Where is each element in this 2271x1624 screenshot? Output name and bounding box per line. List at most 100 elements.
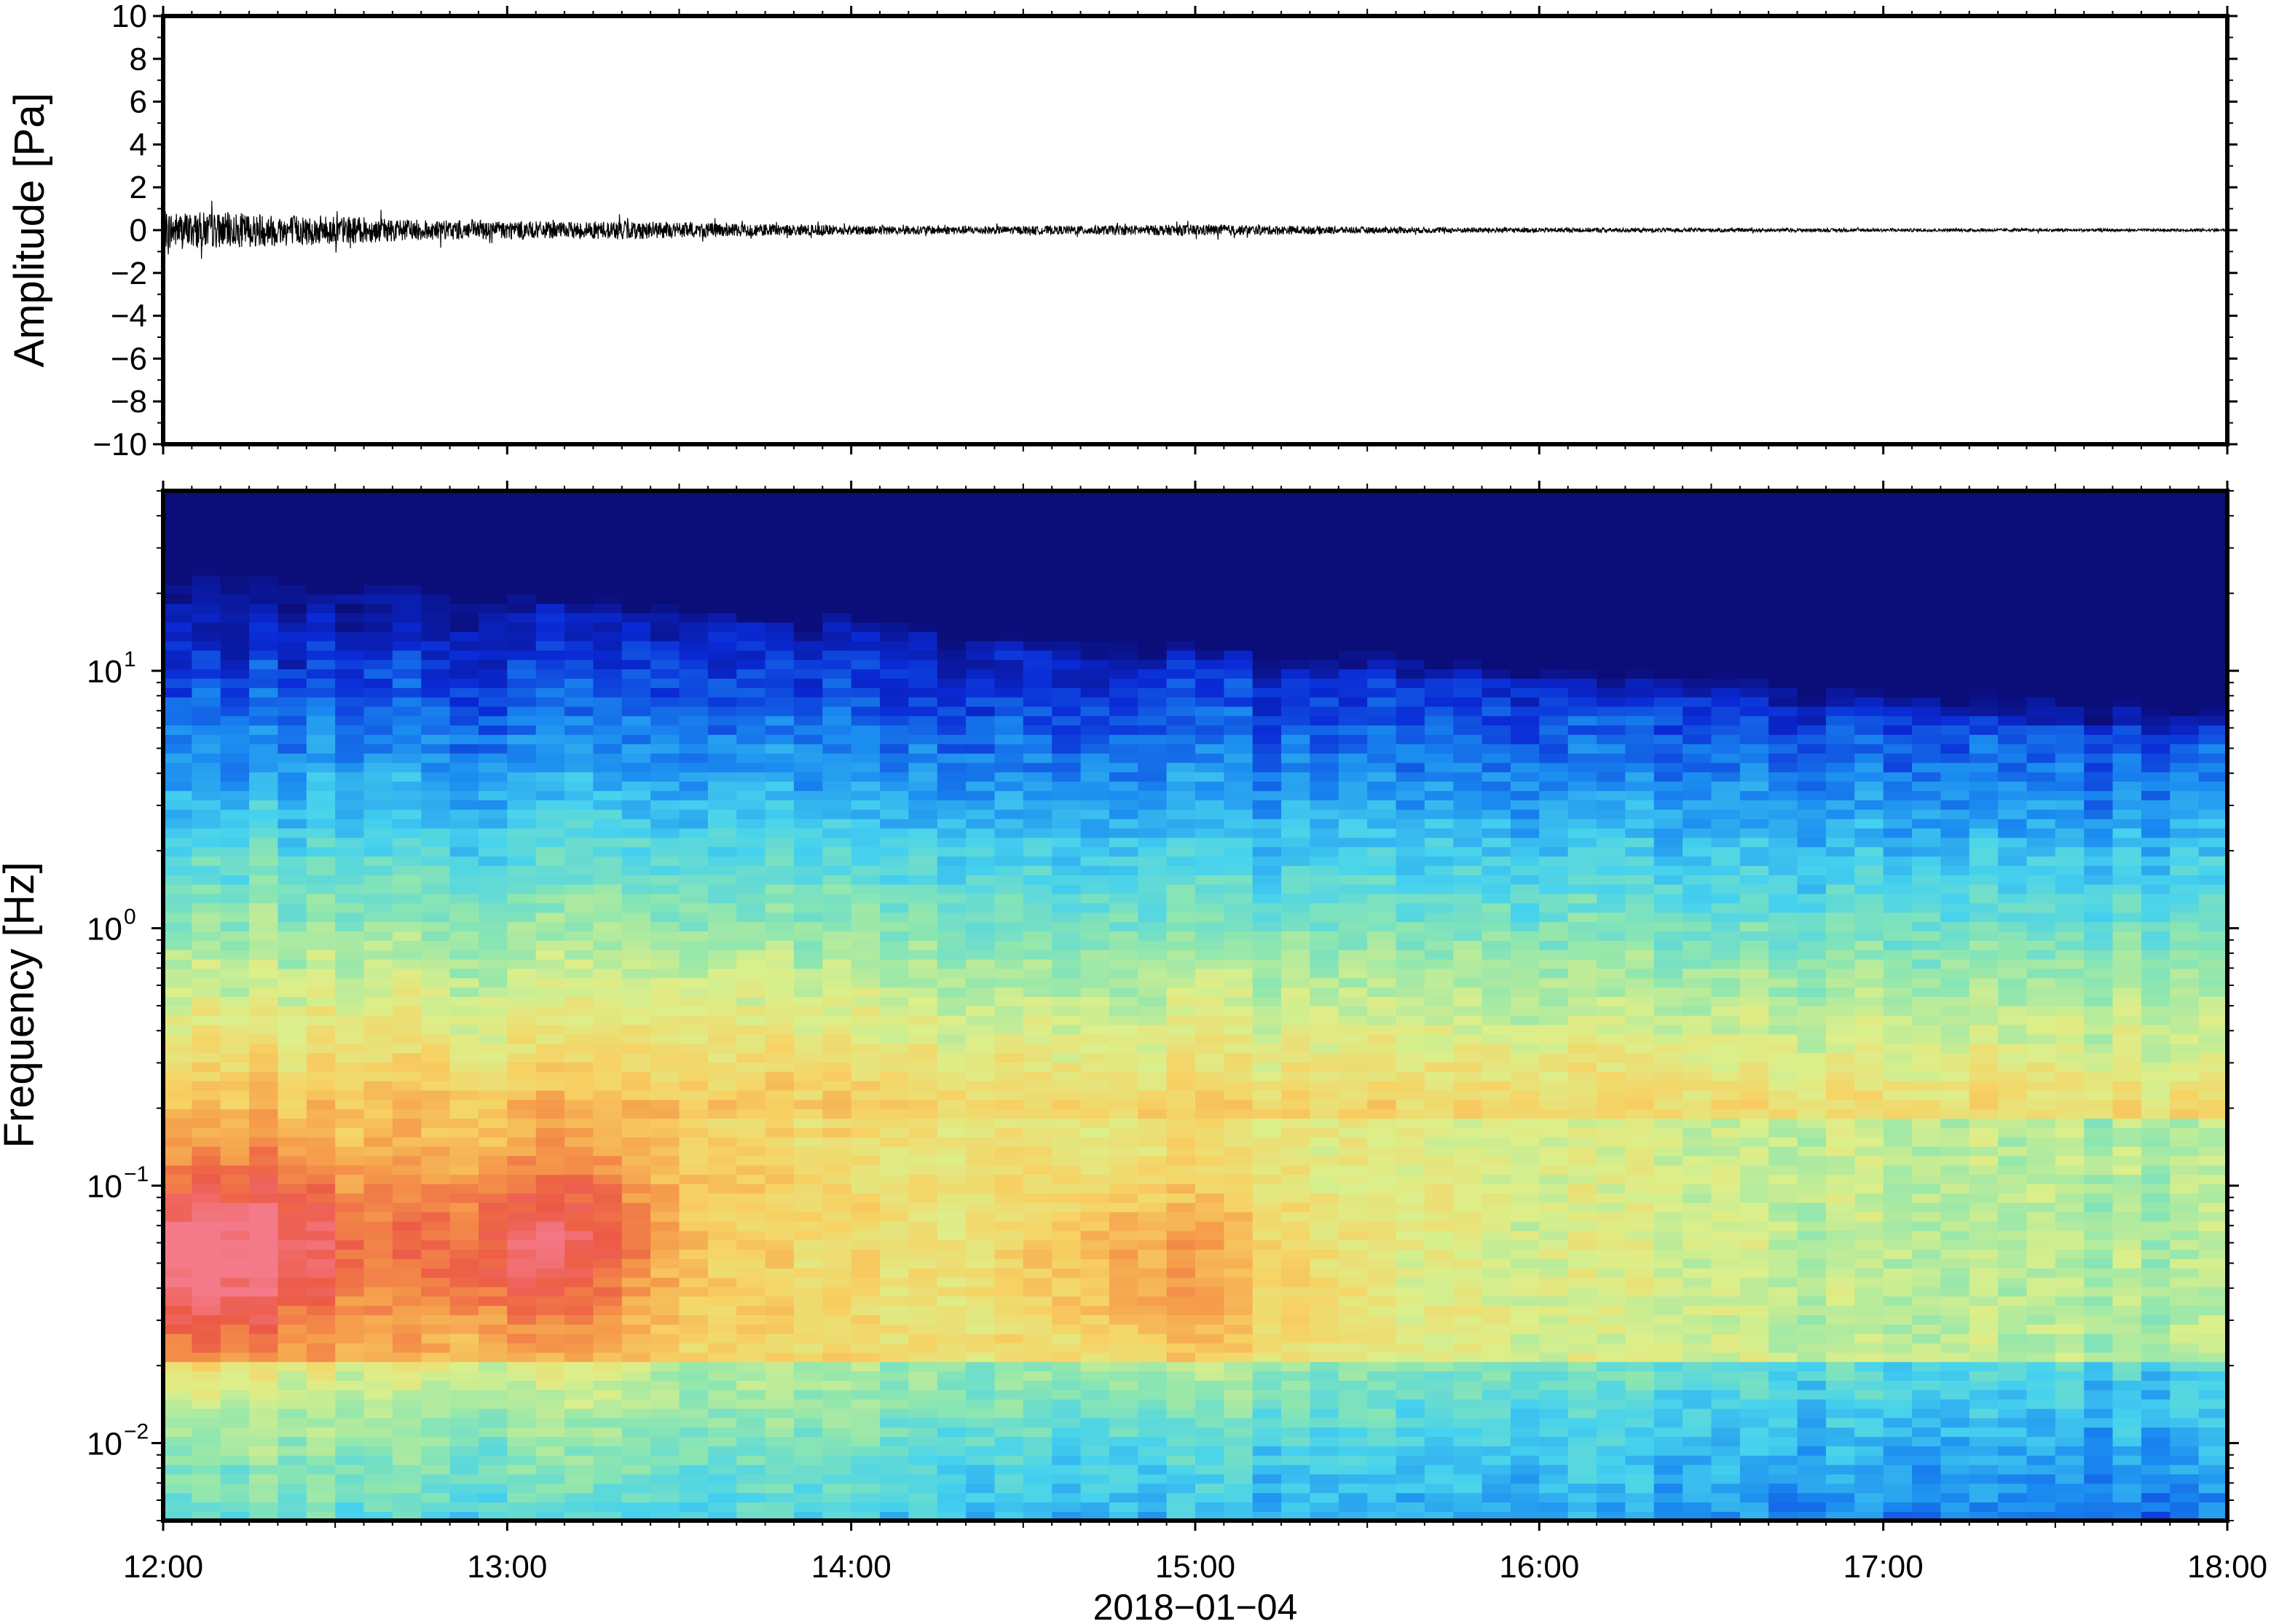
spectrogram-cell bbox=[765, 650, 795, 661]
spectrogram-cell bbox=[392, 931, 422, 941]
spectrogram-cell bbox=[908, 1071, 938, 1081]
spectrogram-cell bbox=[593, 1483, 623, 1494]
spectrogram-cell bbox=[1224, 1006, 1253, 1016]
spectrogram-cell bbox=[1367, 575, 1397, 586]
spectrogram-cell bbox=[1166, 827, 1196, 838]
spectrogram-cell bbox=[1109, 1239, 1139, 1250]
spectrogram-cell bbox=[1052, 519, 1082, 529]
spectrogram-cell bbox=[1367, 1324, 1397, 1334]
spectrogram-cell bbox=[1166, 781, 1196, 792]
spectrogram-cell bbox=[363, 752, 393, 763]
spectrogram-cell bbox=[994, 1436, 1024, 1446]
spectrogram-cell bbox=[1338, 696, 1368, 707]
spectrogram-cell bbox=[535, 678, 565, 688]
spectrogram-cell bbox=[363, 987, 393, 997]
spectrogram-cell bbox=[1166, 706, 1196, 717]
spectrogram-cell bbox=[593, 1398, 623, 1409]
spectrogram-cell bbox=[765, 669, 795, 679]
spectrogram-cell bbox=[1023, 1352, 1052, 1363]
spectrogram-cell bbox=[937, 612, 967, 623]
spectrogram-cell bbox=[306, 631, 336, 642]
spectrogram-cell bbox=[278, 752, 307, 763]
spectrogram-cell bbox=[163, 1390, 193, 1400]
spectrogram-cell bbox=[163, 744, 193, 754]
spectrogram-cell bbox=[1138, 1473, 1168, 1484]
spectrogram-cell bbox=[421, 509, 451, 520]
spectrogram-cell bbox=[479, 940, 508, 950]
spectrogram-cell bbox=[1252, 1174, 1282, 1185]
spectrogram-cell bbox=[966, 622, 996, 632]
spectrogram-cell bbox=[278, 715, 307, 726]
spectrogram-cell bbox=[765, 706, 795, 717]
spectrogram-cell bbox=[363, 1361, 393, 1372]
spectrogram-cell bbox=[880, 1436, 910, 1446]
spectrogram-cell bbox=[278, 771, 307, 782]
spectrogram-cell bbox=[249, 837, 279, 848]
spectrogram-cell bbox=[192, 565, 221, 576]
spectrogram-cell bbox=[880, 1483, 910, 1494]
spectrogram-cell bbox=[535, 1006, 565, 1016]
spectrogram-cell bbox=[937, 940, 967, 950]
spectrogram-cell bbox=[1052, 1024, 1082, 1035]
spectrogram-cell bbox=[1109, 1202, 1139, 1213]
spectrogram-cell bbox=[335, 491, 365, 501]
spectrogram-cell bbox=[1166, 1352, 1196, 1363]
spectrogram-cell bbox=[593, 940, 623, 950]
spectrogram-cell bbox=[306, 1164, 336, 1175]
spectrogram-cell bbox=[880, 622, 910, 632]
spectrogram-cell bbox=[937, 491, 967, 501]
spectrogram-cell bbox=[593, 856, 623, 866]
spectrogram-cell bbox=[507, 1296, 537, 1306]
spectrogram-cell bbox=[392, 912, 422, 923]
spectrogram-cell bbox=[1080, 1473, 1110, 1484]
spectrogram-cell bbox=[880, 987, 910, 997]
spectrogram-cell bbox=[564, 603, 594, 613]
spectrogram-cell bbox=[593, 1127, 623, 1138]
spectrogram-cell bbox=[535, 706, 565, 717]
spectrogram-cell bbox=[994, 594, 1024, 604]
spectrogram-cell bbox=[1080, 1155, 1110, 1166]
spectrogram-cell bbox=[707, 912, 738, 923]
spectrogram-cell bbox=[220, 856, 250, 866]
spectrogram-cell bbox=[1224, 1108, 1253, 1119]
spectrogram-cell bbox=[1224, 1174, 1253, 1185]
spectrogram-cell bbox=[765, 1446, 795, 1456]
spectrogram-cell bbox=[1138, 669, 1168, 679]
spectrogram-cell bbox=[535, 1511, 565, 1521]
spectrogram-cell bbox=[306, 1464, 336, 1475]
spectrogram-cell bbox=[220, 1398, 250, 1409]
spectrogram-cell bbox=[765, 1211, 795, 1222]
spectrogram-cell bbox=[908, 1473, 938, 1484]
spectrogram-cell bbox=[1338, 1108, 1368, 1119]
spectrogram-cell bbox=[593, 640, 623, 651]
spectrogram-cell bbox=[650, 912, 680, 923]
spectrogram-cell bbox=[363, 1371, 393, 1381]
spectrogram-cell bbox=[822, 678, 852, 688]
spectrogram-cell bbox=[966, 706, 996, 717]
spectrogram-cell bbox=[908, 622, 938, 632]
spectrogram-cell bbox=[707, 1202, 738, 1213]
spectrogram-cell bbox=[192, 1108, 221, 1119]
spectrogram-cell bbox=[1224, 771, 1253, 782]
spectrogram-cell bbox=[707, 584, 738, 595]
spectrogram-cell bbox=[249, 1502, 279, 1512]
spectrogram-cell bbox=[966, 752, 996, 763]
spectrogram-cell bbox=[793, 706, 824, 717]
spectrogram-cell bbox=[908, 1239, 938, 1250]
spectrogram-cell bbox=[822, 1446, 852, 1456]
spectrogram-cell bbox=[765, 1230, 795, 1241]
spectrogram-cell bbox=[966, 1483, 996, 1494]
spectrogram-cell bbox=[1367, 1249, 1397, 1259]
spectrogram-cell bbox=[908, 669, 938, 679]
spectrogram-cell bbox=[1338, 1164, 1368, 1175]
spectrogram-cell bbox=[1109, 912, 1139, 923]
spectrogram-cell bbox=[1023, 1436, 1052, 1446]
spectrogram-cell bbox=[822, 1164, 852, 1175]
spectrogram-cell bbox=[1195, 1436, 1225, 1446]
spectrogram-cell bbox=[1224, 1361, 1253, 1372]
spectrogram-cell bbox=[937, 659, 967, 670]
spectrogram-cell bbox=[908, 865, 938, 875]
spectrogram-cell bbox=[421, 650, 451, 661]
spectrogram-cell bbox=[679, 1221, 709, 1231]
spectrogram-cell bbox=[449, 1324, 479, 1334]
